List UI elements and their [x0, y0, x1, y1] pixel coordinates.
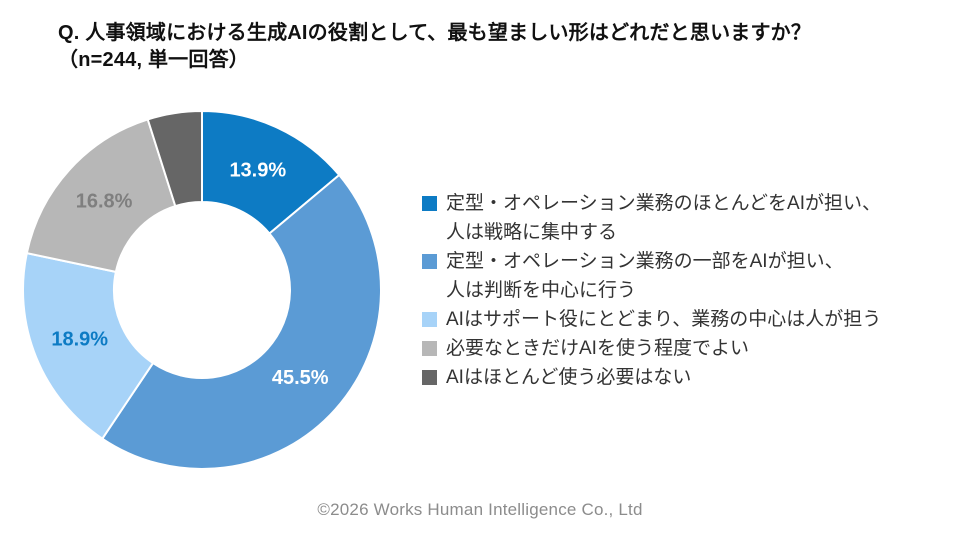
donut-slice-2 [100, 173, 382, 470]
slice-value-label-3: 18.9% [51, 329, 108, 351]
copyright-text: ©2026 Works Human Intelligence Co., Ltd [317, 500, 643, 519]
legend-item-4: 必要なときだけAIを使う程度でよい [422, 334, 942, 363]
donut-chart-svg: 13.9% 45.5% 18.9% 16.8% [22, 109, 382, 470]
donut-slice-3 [22, 251, 155, 441]
legend-label: 定型・オペレーション業務のほとんどをAIが担い、 人は戦略に集中する [446, 193, 882, 243]
legend-item-2: 定型・オペレーション業務の一部をAIが担い、 人は判断を中心に行う [422, 247, 942, 305]
slice-value-label-2: 45.5% [272, 367, 329, 389]
legend-item-1: 定型・オペレーション業務のほとんどをAIが担い、 人は戦略に集中する [422, 189, 942, 247]
legend-label: AIはほとんど使う必要はない [446, 367, 692, 388]
legend-item-5: AIはほとんど使う必要はない [422, 363, 942, 392]
page-title-line2: （n=244, 単一回答） [58, 49, 249, 71]
donut-slice-4 [25, 118, 177, 274]
legend-swatch-icon [422, 254, 437, 269]
legend-swatch-icon [422, 370, 437, 385]
legend-label: 必要なときだけAIを使う程度でよい [446, 338, 749, 359]
page-title-line1: Q. 人事領域における生成AIの役割として、最も望ましい形はどれだと思いますか？ [58, 22, 812, 44]
page-title: Q. 人事領域における生成AIの役割として、最も望ましい形はどれだと思いますか？… [58, 20, 918, 74]
legend-swatch-icon [422, 196, 437, 211]
legend-swatch-icon [422, 312, 437, 327]
slice-value-label-1: 13.9% [229, 159, 286, 181]
legend-label: 定型・オペレーション業務の一部をAIが担い、 人は判断を中心に行う [446, 251, 844, 301]
legend-label: AIはサポート役にとどまり、業務の中心は人が担う [446, 309, 882, 330]
donut-chart: 13.9% 45.5% 18.9% 16.8% [20, 108, 384, 472]
slice-value-label-4: 16.8% [76, 191, 133, 213]
legend-item-3: AIはサポート役にとどまり、業務の中心は人が担う [422, 305, 942, 334]
chart-legend: 定型・オペレーション業務のほとんどをAIが担い、 人は戦略に集中する 定型・オペレ… [422, 189, 942, 392]
donut-slice-5 [146, 109, 203, 208]
legend-swatch-icon [422, 341, 437, 356]
